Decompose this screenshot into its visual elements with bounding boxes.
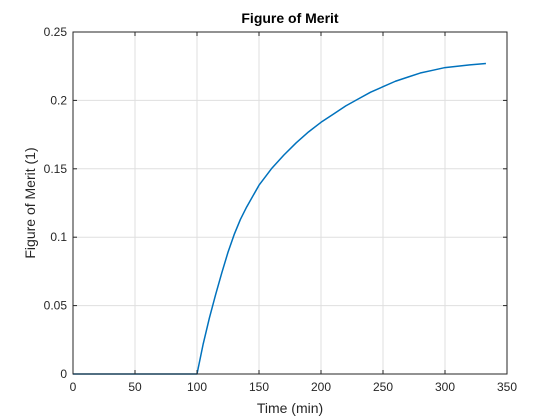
y-tick-label: 0.05 bbox=[44, 299, 68, 313]
x-tick-label: 300 bbox=[435, 380, 455, 394]
x-tick-label: 200 bbox=[311, 380, 331, 394]
x-tick-label: 150 bbox=[249, 380, 269, 394]
x-tick-label: 100 bbox=[187, 380, 207, 394]
grid bbox=[73, 32, 507, 374]
y-axis-label: Figure of Merit (1) bbox=[22, 147, 38, 258]
x-tick-label: 0 bbox=[70, 380, 77, 394]
y-tick-label: 0.25 bbox=[44, 25, 68, 39]
series-line bbox=[73, 62, 486, 375]
ticks: 0 50 100 150 200 250 300 350 0 0.05 0.1 0.15 0.2 0.25 bbox=[44, 25, 518, 394]
x-tick-label: 250 bbox=[373, 380, 393, 394]
x-axis-label: Time (min) bbox=[257, 400, 323, 416]
y-tick-label: 0.2 bbox=[50, 93, 67, 107]
x-tick-label: 50 bbox=[128, 380, 142, 394]
chart-title: Figure of Merit bbox=[241, 10, 339, 26]
x-tick-label: 350 bbox=[497, 380, 517, 394]
y-tick-label: 0.1 bbox=[50, 230, 67, 244]
y-tick-label: 0 bbox=[60, 367, 67, 381]
y-tick-label: 0.15 bbox=[44, 162, 68, 176]
series-layer bbox=[73, 62, 486, 375]
axes-box bbox=[72, 31, 508, 375]
